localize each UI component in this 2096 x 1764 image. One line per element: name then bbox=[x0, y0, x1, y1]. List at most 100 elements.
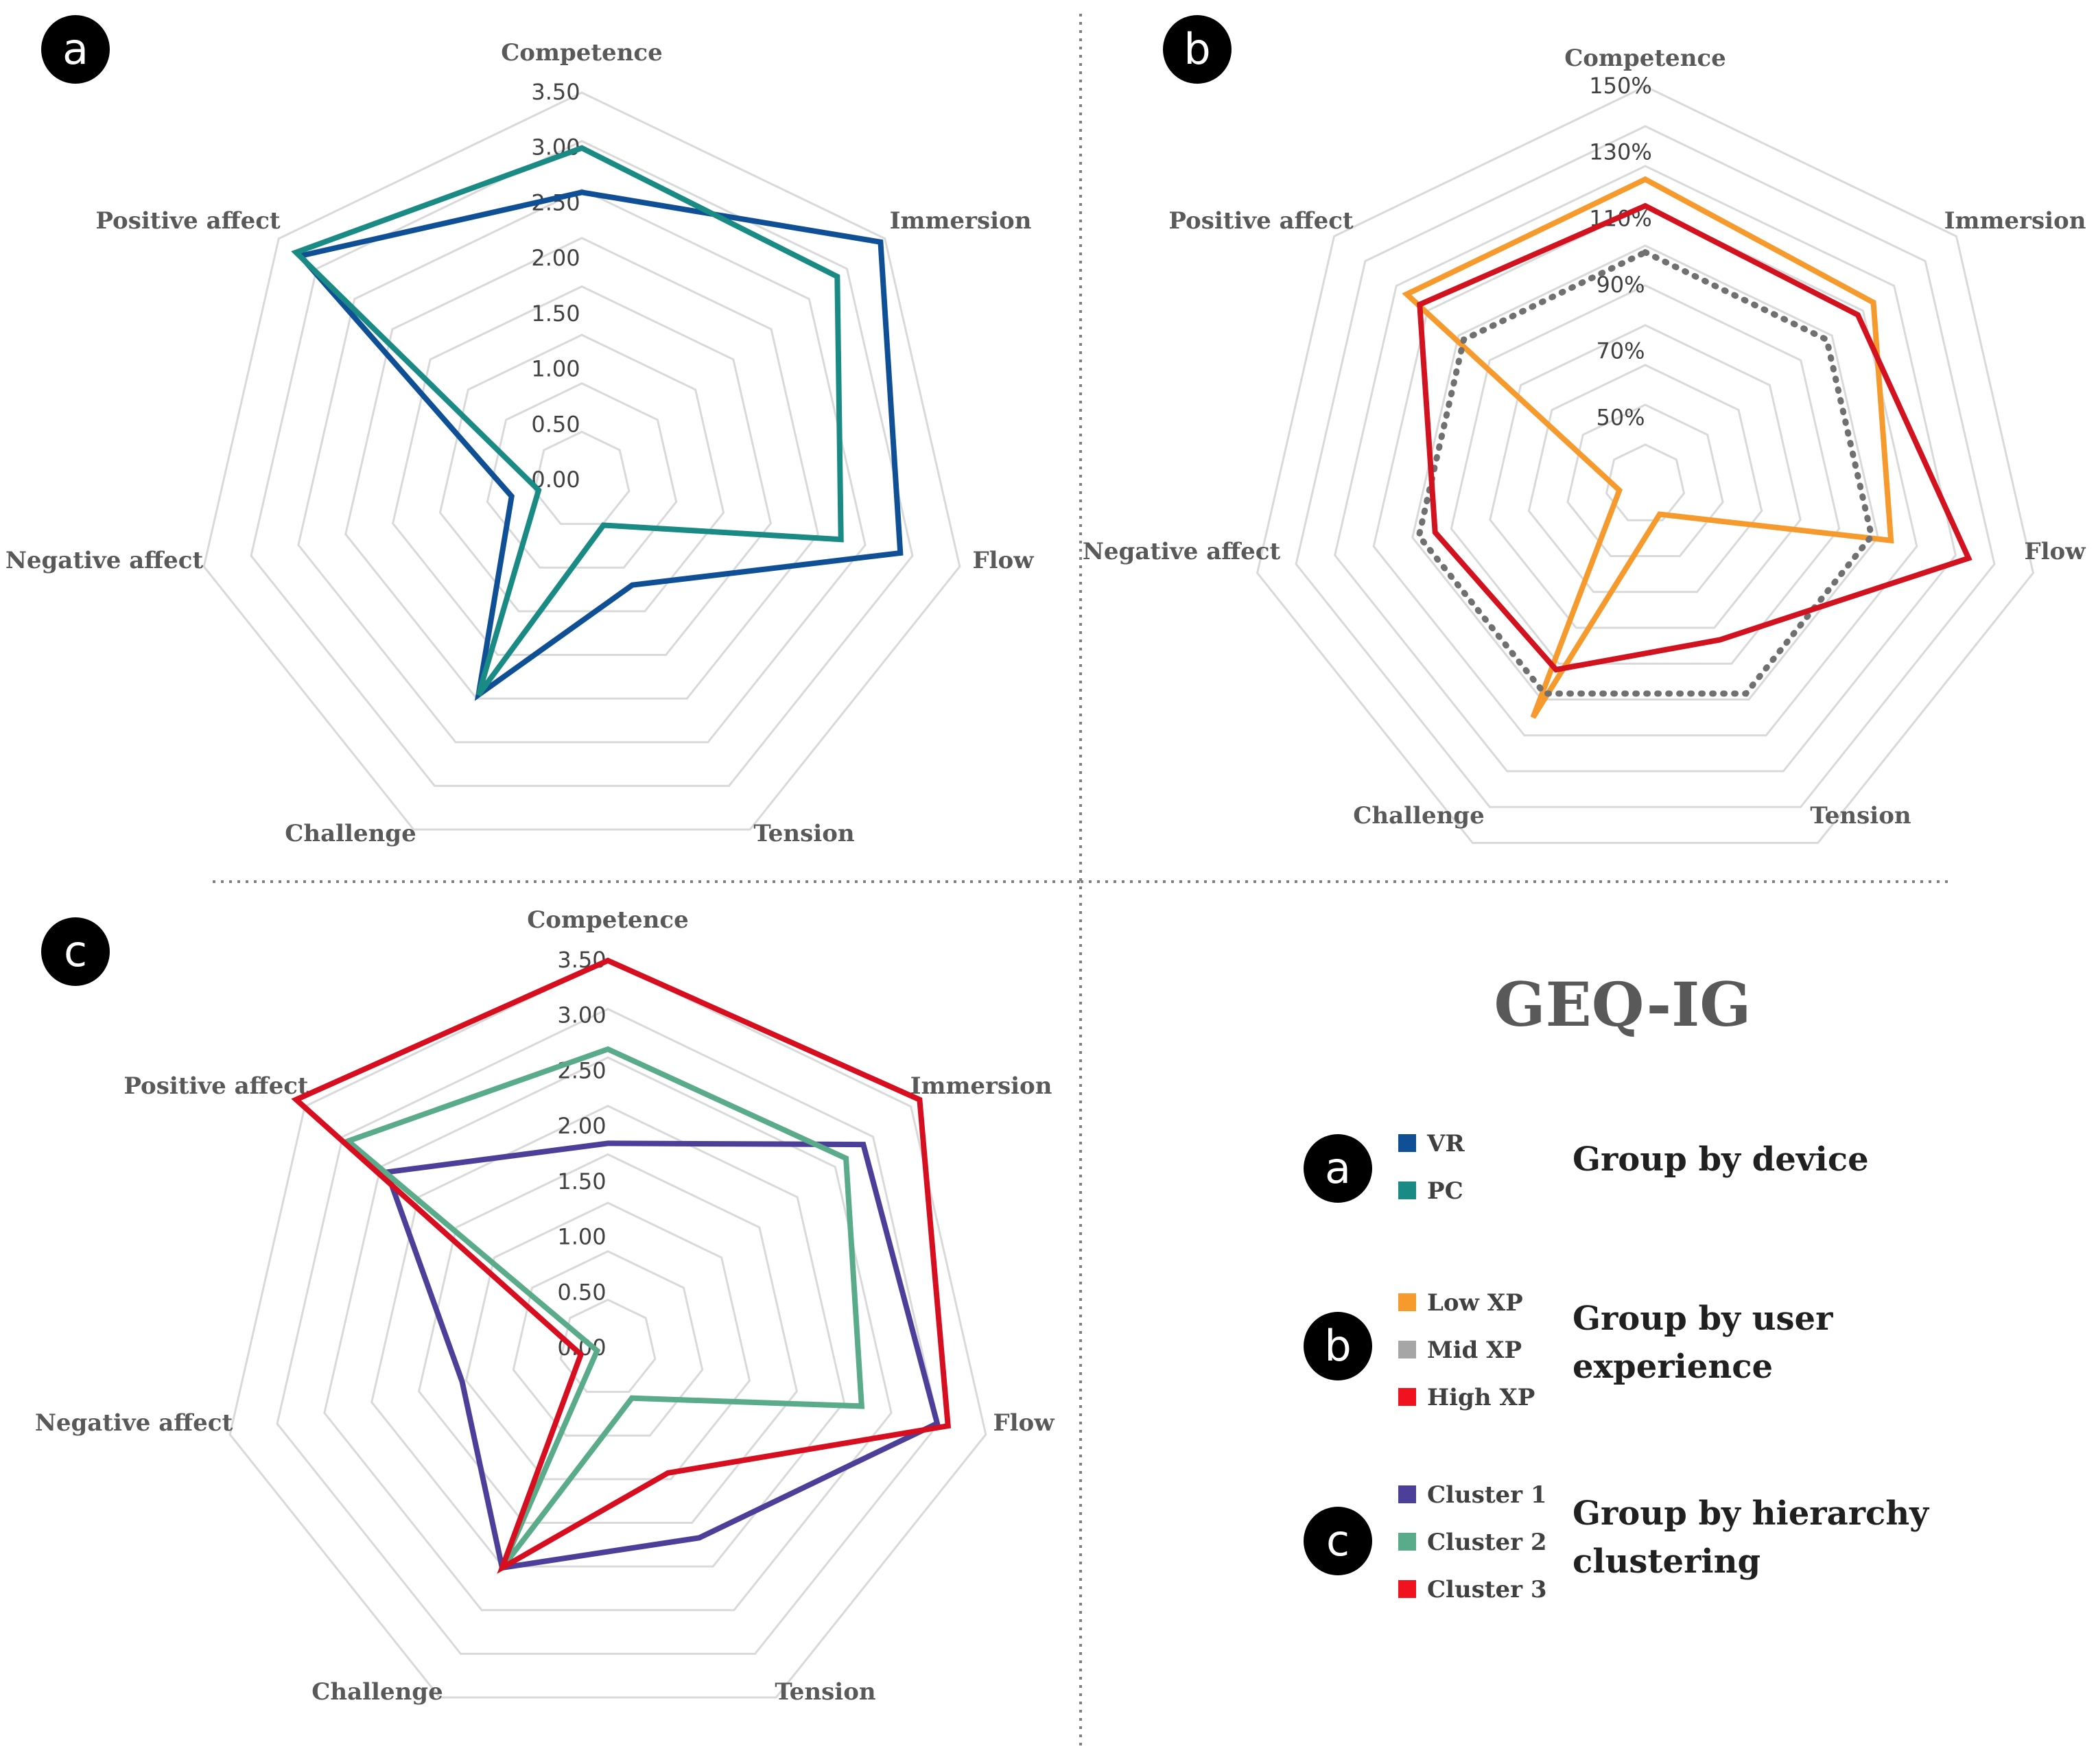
radar-tick-label: 0.50 bbox=[557, 1279, 606, 1305]
legend-badge bbox=[1304, 1507, 1372, 1575]
legend-item-label: PC bbox=[1427, 1177, 1463, 1205]
radar-tick-label: 70% bbox=[1596, 338, 1645, 364]
legend-swatch bbox=[1398, 1341, 1416, 1359]
radar-grid-ring bbox=[438, 333, 725, 613]
legend-item-label: Cluster 3 bbox=[1427, 1576, 1547, 1603]
legend-item-label: Low XP bbox=[1427, 1289, 1523, 1317]
radar-tick-label: 1.00 bbox=[531, 356, 580, 382]
radar-grid-ring bbox=[344, 237, 819, 700]
radar-tick-label: 3.50 bbox=[557, 947, 606, 973]
legend-swatch bbox=[1398, 1181, 1416, 1199]
legend-swatch bbox=[1398, 1580, 1416, 1598]
panel-badge-letter: a bbox=[62, 24, 89, 74]
legend-swatch bbox=[1398, 1134, 1416, 1152]
radar-axis-label: Challenge bbox=[285, 820, 416, 847]
radar-series-low-xp bbox=[1402, 176, 1894, 719]
radar-grid-ring bbox=[486, 382, 678, 569]
radar-series-cluster-3 bbox=[291, 957, 952, 1574]
radar-grid-ring bbox=[1566, 403, 1724, 558]
radar-axis-label: Immersion bbox=[1944, 207, 2086, 235]
radar-grid-ring bbox=[1334, 165, 1957, 773]
legend-group-label: Group by user bbox=[1573, 1300, 1833, 1338]
radar-grid-ring bbox=[533, 430, 631, 526]
legend-item-label: VR bbox=[1426, 1130, 1465, 1157]
radar-axis-label: Positive affect bbox=[1168, 207, 1354, 235]
legend-item-label: Cluster 1 bbox=[1427, 1481, 1547, 1509]
radar-axis-label: Positive affect bbox=[123, 1072, 309, 1100]
panel-badge-letter: c bbox=[64, 926, 87, 976]
legend-badge-letter: a bbox=[1325, 1143, 1351, 1193]
legend-swatch bbox=[1398, 1293, 1416, 1311]
radar-axis-label: Flow bbox=[2024, 538, 2086, 565]
radar-grid-ring bbox=[202, 91, 961, 831]
radar-grid-ring bbox=[370, 1105, 845, 1568]
radar-axis-label: Negative affect bbox=[35, 1409, 233, 1437]
radar-tick-label: 2.00 bbox=[531, 245, 580, 271]
legend-item-label: Cluster 2 bbox=[1427, 1529, 1547, 1556]
legend-badge-letter: c bbox=[1326, 1516, 1350, 1566]
radar-tick-label: 50% bbox=[1596, 404, 1645, 430]
panel-badge bbox=[41, 917, 110, 986]
radar-grid-ring bbox=[1489, 324, 1802, 629]
legend-badge-letter: b bbox=[1324, 1321, 1351, 1371]
panel-badge-letter: b bbox=[1184, 24, 1210, 74]
radar-tick-label: 130% bbox=[1589, 139, 1651, 165]
legend-group-label: experience bbox=[1573, 1348, 1773, 1386]
radar-grid-ring bbox=[1605, 443, 1686, 521]
legend-item-label: Mid XP bbox=[1427, 1337, 1522, 1364]
figure-title: GEQ-IG bbox=[1494, 969, 1752, 1040]
radar-panel-b: 50%70%90%110%130%150%CompetenceImmersion… bbox=[1083, 15, 2086, 845]
legend-group-label: Group by device bbox=[1573, 1140, 1869, 1179]
legend-group-label: Group by hierarchy bbox=[1573, 1494, 1930, 1533]
radar-axis-label: Competence bbox=[501, 39, 663, 67]
radar-axis-label: Tension bbox=[753, 820, 854, 847]
radar-grid-ring bbox=[1411, 244, 1879, 701]
radar-axis-label: Challenge bbox=[1353, 802, 1484, 830]
radar-tick-label: 150% bbox=[1589, 73, 1651, 99]
radar-axis-label: Competence bbox=[527, 906, 689, 934]
legend-group-label: clustering bbox=[1573, 1542, 1761, 1581]
radar-series-mid-xp bbox=[1415, 248, 1875, 697]
radar-tick-label: 1.50 bbox=[557, 1168, 606, 1195]
radar-axis-label: Negative affect bbox=[5, 547, 204, 574]
radar-tick-label: 1.00 bbox=[557, 1224, 606, 1250]
radar-tick-label: 3.00 bbox=[557, 1002, 606, 1028]
radar-axis-label: Challenge bbox=[311, 1678, 443, 1706]
radar-series-vr bbox=[295, 189, 904, 701]
radar-tick-label: 1.50 bbox=[531, 301, 580, 327]
radar-panel-a: 0.000.501.001.502.002.503.003.50Competen… bbox=[5, 15, 1034, 847]
radar-grid-ring bbox=[276, 1007, 940, 1655]
radar-tick-label: 0.50 bbox=[531, 411, 580, 437]
radar-grid-ring bbox=[512, 1250, 704, 1437]
radar-series-cluster-1 bbox=[383, 1140, 941, 1571]
radar-axis-label: Negative affect bbox=[1083, 538, 1281, 565]
radar-axis-label: Tension bbox=[1810, 802, 1911, 830]
legend-swatch bbox=[1398, 1485, 1416, 1503]
radar-tick-label: 90% bbox=[1596, 272, 1645, 298]
radar-grid-ring bbox=[1527, 364, 1763, 593]
radar-tick-label: 2.00 bbox=[557, 1113, 606, 1139]
radar-grid-ring bbox=[391, 285, 773, 657]
radar-series-cluster-2 bbox=[342, 1046, 865, 1570]
radar-grid-ring bbox=[323, 1056, 893, 1612]
radar-grid-ring bbox=[1256, 85, 2035, 845]
radar-axis-label: Flow bbox=[972, 547, 1034, 574]
radar-axis-label: Immersion bbox=[890, 207, 1032, 235]
radar-grid-ring bbox=[464, 1201, 751, 1481]
radar-axis-label: Competence bbox=[1564, 45, 1726, 72]
legend-badge bbox=[1304, 1134, 1372, 1203]
radar-tick-label: 2.50 bbox=[557, 1057, 606, 1083]
legend-badge bbox=[1304, 1312, 1372, 1380]
panel-badge bbox=[41, 15, 110, 84]
radar-axis-label: Immersion bbox=[910, 1072, 1052, 1100]
radar-grid-ring bbox=[417, 1153, 799, 1525]
legend: a VR PC Group by device b Low XP Mid XP High XP… bbox=[1304, 1130, 1930, 1603]
radar-panel-c: 0.000.501.001.502.002.503.003.50Competen… bbox=[35, 906, 1055, 1706]
radar-series-pc bbox=[291, 145, 844, 697]
legend-swatch bbox=[1398, 1533, 1416, 1551]
legend-item-label: High XP bbox=[1427, 1384, 1535, 1411]
panel-badge bbox=[1163, 15, 1232, 84]
legend-swatch bbox=[1398, 1388, 1416, 1406]
radar-axis-label: Positive affect bbox=[95, 207, 281, 235]
